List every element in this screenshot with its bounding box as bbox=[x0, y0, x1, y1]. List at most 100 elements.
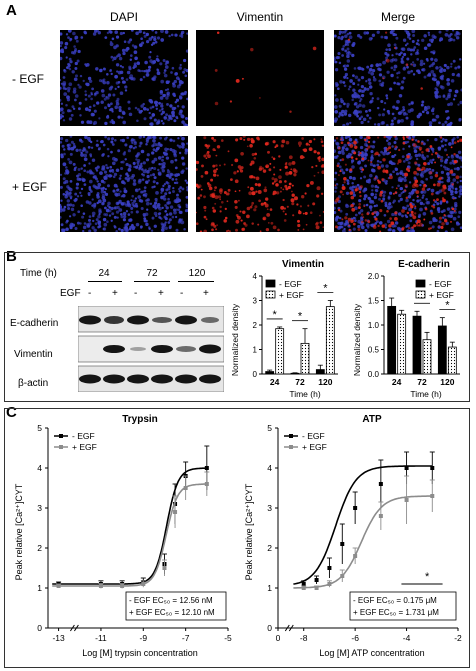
nucleus-dot bbox=[334, 171, 338, 175]
nucleus-dot bbox=[184, 74, 188, 78]
nucleus-dot bbox=[128, 145, 133, 149]
nucleus-dot bbox=[152, 41, 156, 45]
nucleus-dot bbox=[110, 206, 114, 211]
nucleus-dot bbox=[68, 82, 73, 87]
vimentin-dot bbox=[430, 192, 434, 196]
nucleus-dot bbox=[180, 218, 184, 221]
nucleus-dot bbox=[425, 177, 429, 181]
nucleus-dot bbox=[110, 85, 114, 89]
micrograph-dapi-minus-egf bbox=[60, 30, 188, 126]
nucleus-dot bbox=[91, 211, 96, 216]
nucleus-dot bbox=[402, 106, 405, 109]
nucleus-dot bbox=[164, 217, 168, 221]
nucleus-dot bbox=[148, 65, 152, 69]
nucleus-dot bbox=[421, 196, 424, 199]
nucleus-dot bbox=[360, 170, 363, 173]
trypsin-ytick-label: 5 bbox=[37, 423, 42, 433]
nucleus-dot bbox=[348, 176, 353, 180]
nucleus-dot bbox=[92, 219, 95, 223]
nucleus-dot bbox=[448, 88, 452, 93]
nucleus-dot bbox=[397, 179, 401, 182]
vimentin-dot bbox=[226, 230, 228, 232]
vimentin-dot bbox=[359, 185, 363, 189]
nucleus-dot bbox=[153, 176, 157, 180]
blot-time-underline-120 bbox=[178, 281, 214, 282]
vimentin-dot bbox=[294, 196, 298, 201]
ecadherin-ytick-label: 1.0 bbox=[368, 321, 380, 330]
nucleus-dot bbox=[112, 56, 117, 61]
nucleus-dot bbox=[383, 101, 387, 105]
nucleus-dot bbox=[134, 145, 137, 149]
vimentin-dot bbox=[379, 230, 382, 232]
nucleus-dot bbox=[406, 35, 410, 39]
nucleus-dot bbox=[334, 186, 338, 190]
vimentin-dot bbox=[407, 226, 411, 230]
nucleus-dot bbox=[60, 205, 63, 209]
nucleus-dot bbox=[119, 31, 123, 36]
nucleus-dot bbox=[104, 206, 107, 210]
nucleus-dot bbox=[180, 142, 185, 146]
nucleus-dot bbox=[155, 143, 159, 147]
vimentin-dot bbox=[266, 208, 269, 211]
nucleus-dot bbox=[447, 187, 452, 192]
nucleus-dot bbox=[91, 158, 96, 163]
nucleus-dot bbox=[345, 147, 349, 151]
nucleus-dot bbox=[371, 168, 376, 173]
nucleus-dot bbox=[435, 114, 440, 119]
nucleus-dot bbox=[131, 173, 136, 178]
nucleus-dot bbox=[74, 61, 78, 66]
nucleus-dot bbox=[120, 76, 124, 80]
vimentin-dot bbox=[405, 136, 409, 139]
nucleus-dot bbox=[385, 36, 388, 40]
vimentin-dot bbox=[371, 212, 375, 216]
nucleus-dot bbox=[428, 121, 433, 125]
nucleus-dot bbox=[334, 211, 337, 214]
trypsin-data-point bbox=[141, 582, 146, 586]
nucleus-dot bbox=[402, 147, 405, 151]
vimentin-dot bbox=[366, 212, 370, 216]
nucleus-dot bbox=[436, 207, 441, 211]
vimentin-dot bbox=[427, 227, 431, 231]
nucleus-dot bbox=[148, 37, 153, 41]
nucleus-dot bbox=[432, 203, 436, 207]
nucleus-dot bbox=[431, 77, 435, 81]
vimentin-dot bbox=[339, 190, 343, 194]
vimentin-dot bbox=[352, 222, 356, 226]
vimentin-dot bbox=[249, 186, 254, 191]
ecadherin-ytick-label: 0.0 bbox=[368, 370, 380, 379]
micrograph-merge-minus-egf bbox=[334, 30, 462, 126]
row-label-plus-egf: + EGF bbox=[12, 180, 48, 194]
nucleus-dot bbox=[173, 181, 177, 185]
nucleus-dot bbox=[153, 166, 157, 171]
nucleus-dot bbox=[95, 218, 99, 222]
nucleus-dot bbox=[457, 32, 461, 36]
nucleus-dot bbox=[356, 114, 359, 118]
nucleus-dot bbox=[407, 136, 412, 140]
vimentin-dot bbox=[258, 184, 261, 186]
nucleus-dot bbox=[366, 87, 370, 91]
nucleus-dot bbox=[138, 199, 142, 203]
nucleus-dot bbox=[72, 213, 76, 217]
nucleus-dot bbox=[425, 197, 428, 201]
nucleus-dot bbox=[118, 177, 122, 180]
nucleus-dot bbox=[454, 201, 458, 206]
nucleus-dot bbox=[60, 102, 64, 105]
nucleus-dot bbox=[143, 34, 147, 38]
nucleus-dot bbox=[144, 192, 148, 197]
nucleus-dot bbox=[419, 62, 424, 67]
atp-legend-label: + EGF bbox=[302, 442, 327, 452]
nucleus-dot bbox=[404, 30, 408, 33]
chart-vimentin-title: Vimentin bbox=[282, 259, 324, 270]
nucleus-dot bbox=[456, 136, 459, 139]
nucleus-dot bbox=[111, 137, 114, 141]
nucleus-dot bbox=[423, 46, 428, 50]
nucleus-dot bbox=[430, 57, 434, 61]
nucleus-dot bbox=[428, 187, 431, 191]
nucleus-dot bbox=[343, 112, 348, 116]
nucleus-dot bbox=[80, 167, 83, 170]
nucleus-dot bbox=[124, 158, 127, 161]
nucleus-dot bbox=[354, 75, 359, 80]
nucleus-dot bbox=[377, 123, 381, 126]
nucleus-dot bbox=[440, 164, 443, 167]
nucleus-dot bbox=[88, 108, 92, 112]
